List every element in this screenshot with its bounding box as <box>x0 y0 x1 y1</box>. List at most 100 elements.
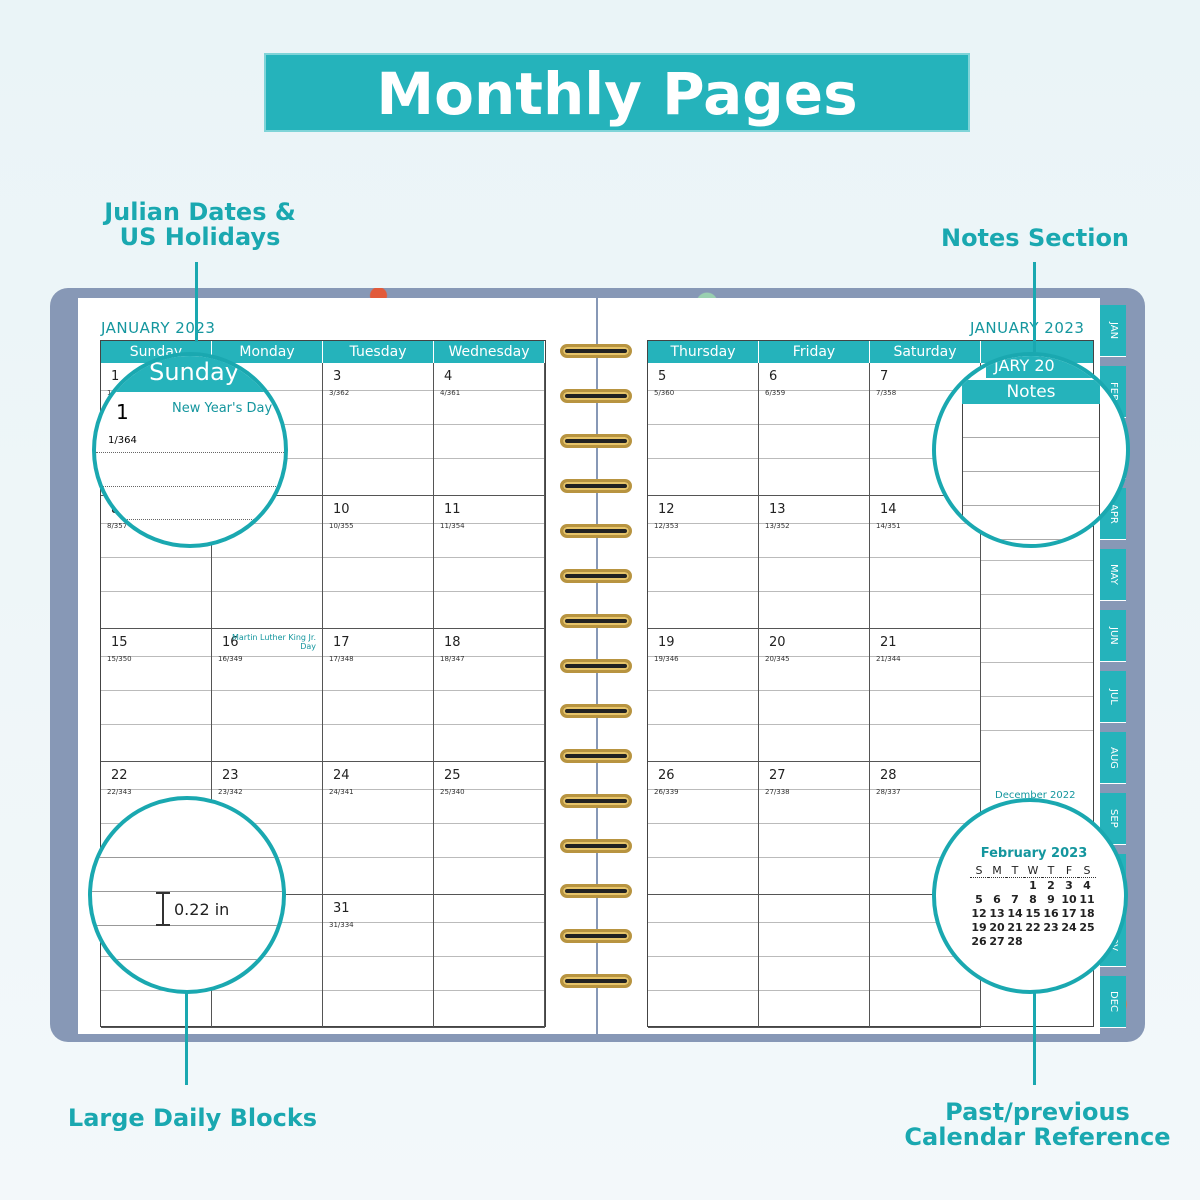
day-number: 14 <box>880 502 897 517</box>
day-number: 26 <box>658 768 675 783</box>
holiday-label: Martin Luther King Jr. Day <box>231 633 316 651</box>
day-number: 5 <box>658 369 667 384</box>
mini-day: 21 <box>1007 921 1023 934</box>
mini-day: 2 <box>1047 879 1055 892</box>
day-cell: 18 18/347 <box>434 629 545 762</box>
julian-date: 6/359 <box>765 389 786 397</box>
julian-date: 11/354 <box>440 522 465 530</box>
day-number: 20 <box>769 635 786 650</box>
mini-day: 24 <box>1061 921 1077 934</box>
mini-day: 11 <box>1079 893 1095 906</box>
left-month-title: JANUARY 2023 <box>101 319 216 337</box>
month-tab-dec[interactable]: DEC <box>1100 976 1126 1028</box>
day-number: 12 <box>658 502 675 517</box>
julian-date: 25/340 <box>440 788 465 796</box>
day-header-thursday: Thursday <box>648 341 759 363</box>
julian-date: 14/351 <box>876 522 901 530</box>
day-cell: 4 4/361 <box>434 363 545 496</box>
julian-date: 18/347 <box>440 655 465 663</box>
spiral-ring <box>560 614 632 628</box>
day-number: 11 <box>444 502 461 517</box>
mini-day: 23 <box>1043 921 1059 934</box>
day-cell: 20 20/345 <box>759 629 870 762</box>
month-tab-aug[interactable]: AUG <box>1100 732 1126 784</box>
day-number: 3 <box>333 369 342 384</box>
spiral-ring <box>560 704 632 718</box>
mini-day: 4 <box>1083 879 1091 892</box>
spiral-ring <box>560 524 632 538</box>
magnifier-daily-block: 0.22 in <box>88 796 286 994</box>
day-number: 25 <box>444 768 461 783</box>
mini-day: 18 <box>1079 907 1095 920</box>
day-cell: 10 10/355 <box>323 496 434 629</box>
mini-day: 22 <box>1025 921 1041 934</box>
day-number: 15 <box>111 635 128 650</box>
spiral-ring <box>560 929 632 943</box>
weekday-label: T <box>1042 864 1060 878</box>
day-cell: 3 3/362 <box>323 363 434 496</box>
spiral-ring <box>560 839 632 853</box>
prev-month-title: December 2022 <box>995 790 1076 801</box>
spiral-ring <box>560 344 632 358</box>
julian-date: 1/364 <box>108 435 137 446</box>
day-number: 23 <box>222 768 239 783</box>
day-number: 4 <box>444 369 453 384</box>
day-number: 27 <box>769 768 786 783</box>
day-number: 1 <box>116 400 129 424</box>
day-cell: 25 25/340 <box>434 762 545 895</box>
mini-day: 26 <box>971 935 987 948</box>
day-number: 28 <box>880 768 897 783</box>
callout-line <box>1033 262 1036 352</box>
mini-day: 27 <box>989 935 1005 948</box>
day-number: 18 <box>444 635 461 650</box>
day-number: 19 <box>658 635 675 650</box>
day-cell: 13 13/352 <box>759 496 870 629</box>
mini-calendar: S M T W T F S 1 2 3 4 5 6 7 8 9 10 11 12 13 14 15 16 17 18 19 20 21… <box>970 864 1096 948</box>
day-cell: 12 12/353 <box>648 496 759 629</box>
julian-date: 7/358 <box>876 389 897 397</box>
day-cell: 16 16/349 Martin Luther King Jr. Day <box>212 629 323 762</box>
day-number: 24 <box>333 768 350 783</box>
spiral-ring <box>560 479 632 493</box>
day-cell: 11 11/354 <box>434 496 545 629</box>
month-tab-jul[interactable]: JUL <box>1100 671 1126 723</box>
month-tab-jun[interactable]: JUN <box>1100 610 1126 662</box>
spiral-ring <box>560 974 632 988</box>
holiday-label: New Year's Day <box>172 401 273 416</box>
julian-date: 20/345 <box>765 655 790 663</box>
mini-day: 14 <box>1007 907 1023 920</box>
mini-day: 20 <box>989 921 1005 934</box>
julian-date: 21/344 <box>876 655 901 663</box>
day-number: 22 <box>111 768 128 783</box>
callout-large-daily-blocks: Large Daily Blocks <box>67 1104 318 1132</box>
spiral-ring <box>560 749 632 763</box>
julian-date: 31/334 <box>329 921 354 929</box>
mini-day: 1 <box>1029 879 1037 892</box>
month-tab-may[interactable]: MAY <box>1100 549 1126 601</box>
magnifier-mini-calendar: February 2023 S M T W T F S 1 2 3 4 5 6 7 8 9 10 11 12 13 14… <box>932 798 1128 994</box>
measure-label: 0.22 in <box>174 900 230 919</box>
mini-day: 10 <box>1061 893 1077 906</box>
julian-date: 16/349 <box>218 655 243 663</box>
spiral-ring <box>560 884 632 898</box>
weekday-label: W <box>1024 864 1042 878</box>
weekday-label: S <box>970 864 988 878</box>
mini-day: 9 <box>1047 893 1055 906</box>
month-tab-jan[interactable]: JAN <box>1100 305 1126 357</box>
mini-day: 13 <box>989 907 1005 920</box>
day-number: 21 <box>880 635 897 650</box>
day-cell: 21 21/344 <box>870 629 981 762</box>
day-cell: 5 5/360 <box>648 363 759 496</box>
day-cell: 19 19/346 <box>648 629 759 762</box>
page-title-banner: Monthly Pages <box>264 53 970 132</box>
julian-date: 28/337 <box>876 788 901 796</box>
julian-date: 24/341 <box>329 788 354 796</box>
mini-day: 28 <box>1007 935 1023 948</box>
spiral-ring <box>560 434 632 448</box>
day-number: 10 <box>333 502 350 517</box>
day-cell: 15 15/350 <box>101 629 212 762</box>
day-header-saturday: Saturday <box>870 341 981 363</box>
mini-day: 3 <box>1065 879 1073 892</box>
julian-date: 13/352 <box>765 522 790 530</box>
day-header-wednesday: Wednesday <box>434 341 545 363</box>
